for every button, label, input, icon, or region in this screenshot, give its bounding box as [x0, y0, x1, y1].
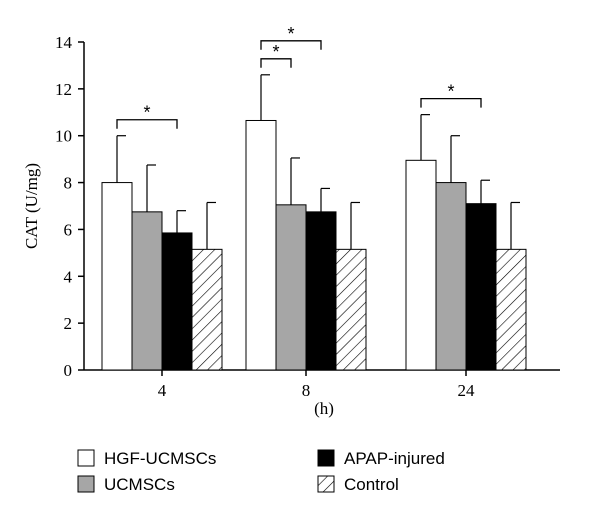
significance-marker: * — [143, 103, 150, 123]
bar-ucmscs — [131, 211, 163, 371]
bar-ucmscs — [435, 182, 467, 371]
bar-apap-injured — [305, 211, 337, 371]
x-tick-label: 4 — [158, 381, 167, 400]
legend-swatch — [77, 475, 95, 493]
bar-control — [335, 248, 367, 371]
legend-swatch — [317, 475, 335, 493]
significance-marker: * — [447, 82, 454, 102]
y-tick-label: 4 — [64, 267, 73, 286]
bar-hgf-ucmscs — [245, 119, 277, 371]
significance-marker: * — [287, 24, 294, 44]
legend-swatch — [77, 449, 95, 467]
y-axis-label: CAT (U/mg) — [22, 163, 41, 249]
x-tick-label: 8 — [302, 381, 311, 400]
y-tick-label: 6 — [64, 220, 73, 239]
bar-ucmscs — [275, 204, 307, 371]
y-tick-label: 0 — [64, 361, 73, 380]
bar-apap-injured — [161, 232, 193, 371]
y-tick-label: 2 — [64, 314, 73, 333]
legend-label: APAP-injured — [344, 449, 445, 468]
significance-bracket — [260, 40, 322, 50]
y-tick-label: 10 — [55, 127, 72, 146]
bar-control — [495, 248, 527, 371]
y-tick-label: 12 — [55, 80, 72, 99]
legend-label: HGF-UCMSCs — [104, 449, 216, 468]
bar-control — [191, 248, 223, 371]
legend-label: Control — [344, 475, 399, 494]
y-tick-label: 14 — [55, 33, 73, 52]
legend-label: UCMSCs — [104, 475, 175, 494]
y-tick-label: 8 — [64, 174, 73, 193]
significance-bracket — [260, 58, 292, 68]
significance-bracket — [420, 97, 482, 108]
significance-marker: * — [272, 42, 279, 62]
bar-hgf-ucmscs — [101, 182, 133, 371]
x-axis-label: (h) — [314, 399, 334, 418]
x-tick-label: 24 — [458, 381, 476, 400]
bar-apap-injured — [465, 203, 497, 371]
legend-swatch — [317, 449, 335, 467]
bar-hgf-ucmscs — [405, 159, 437, 371]
significance-bracket — [116, 119, 178, 129]
